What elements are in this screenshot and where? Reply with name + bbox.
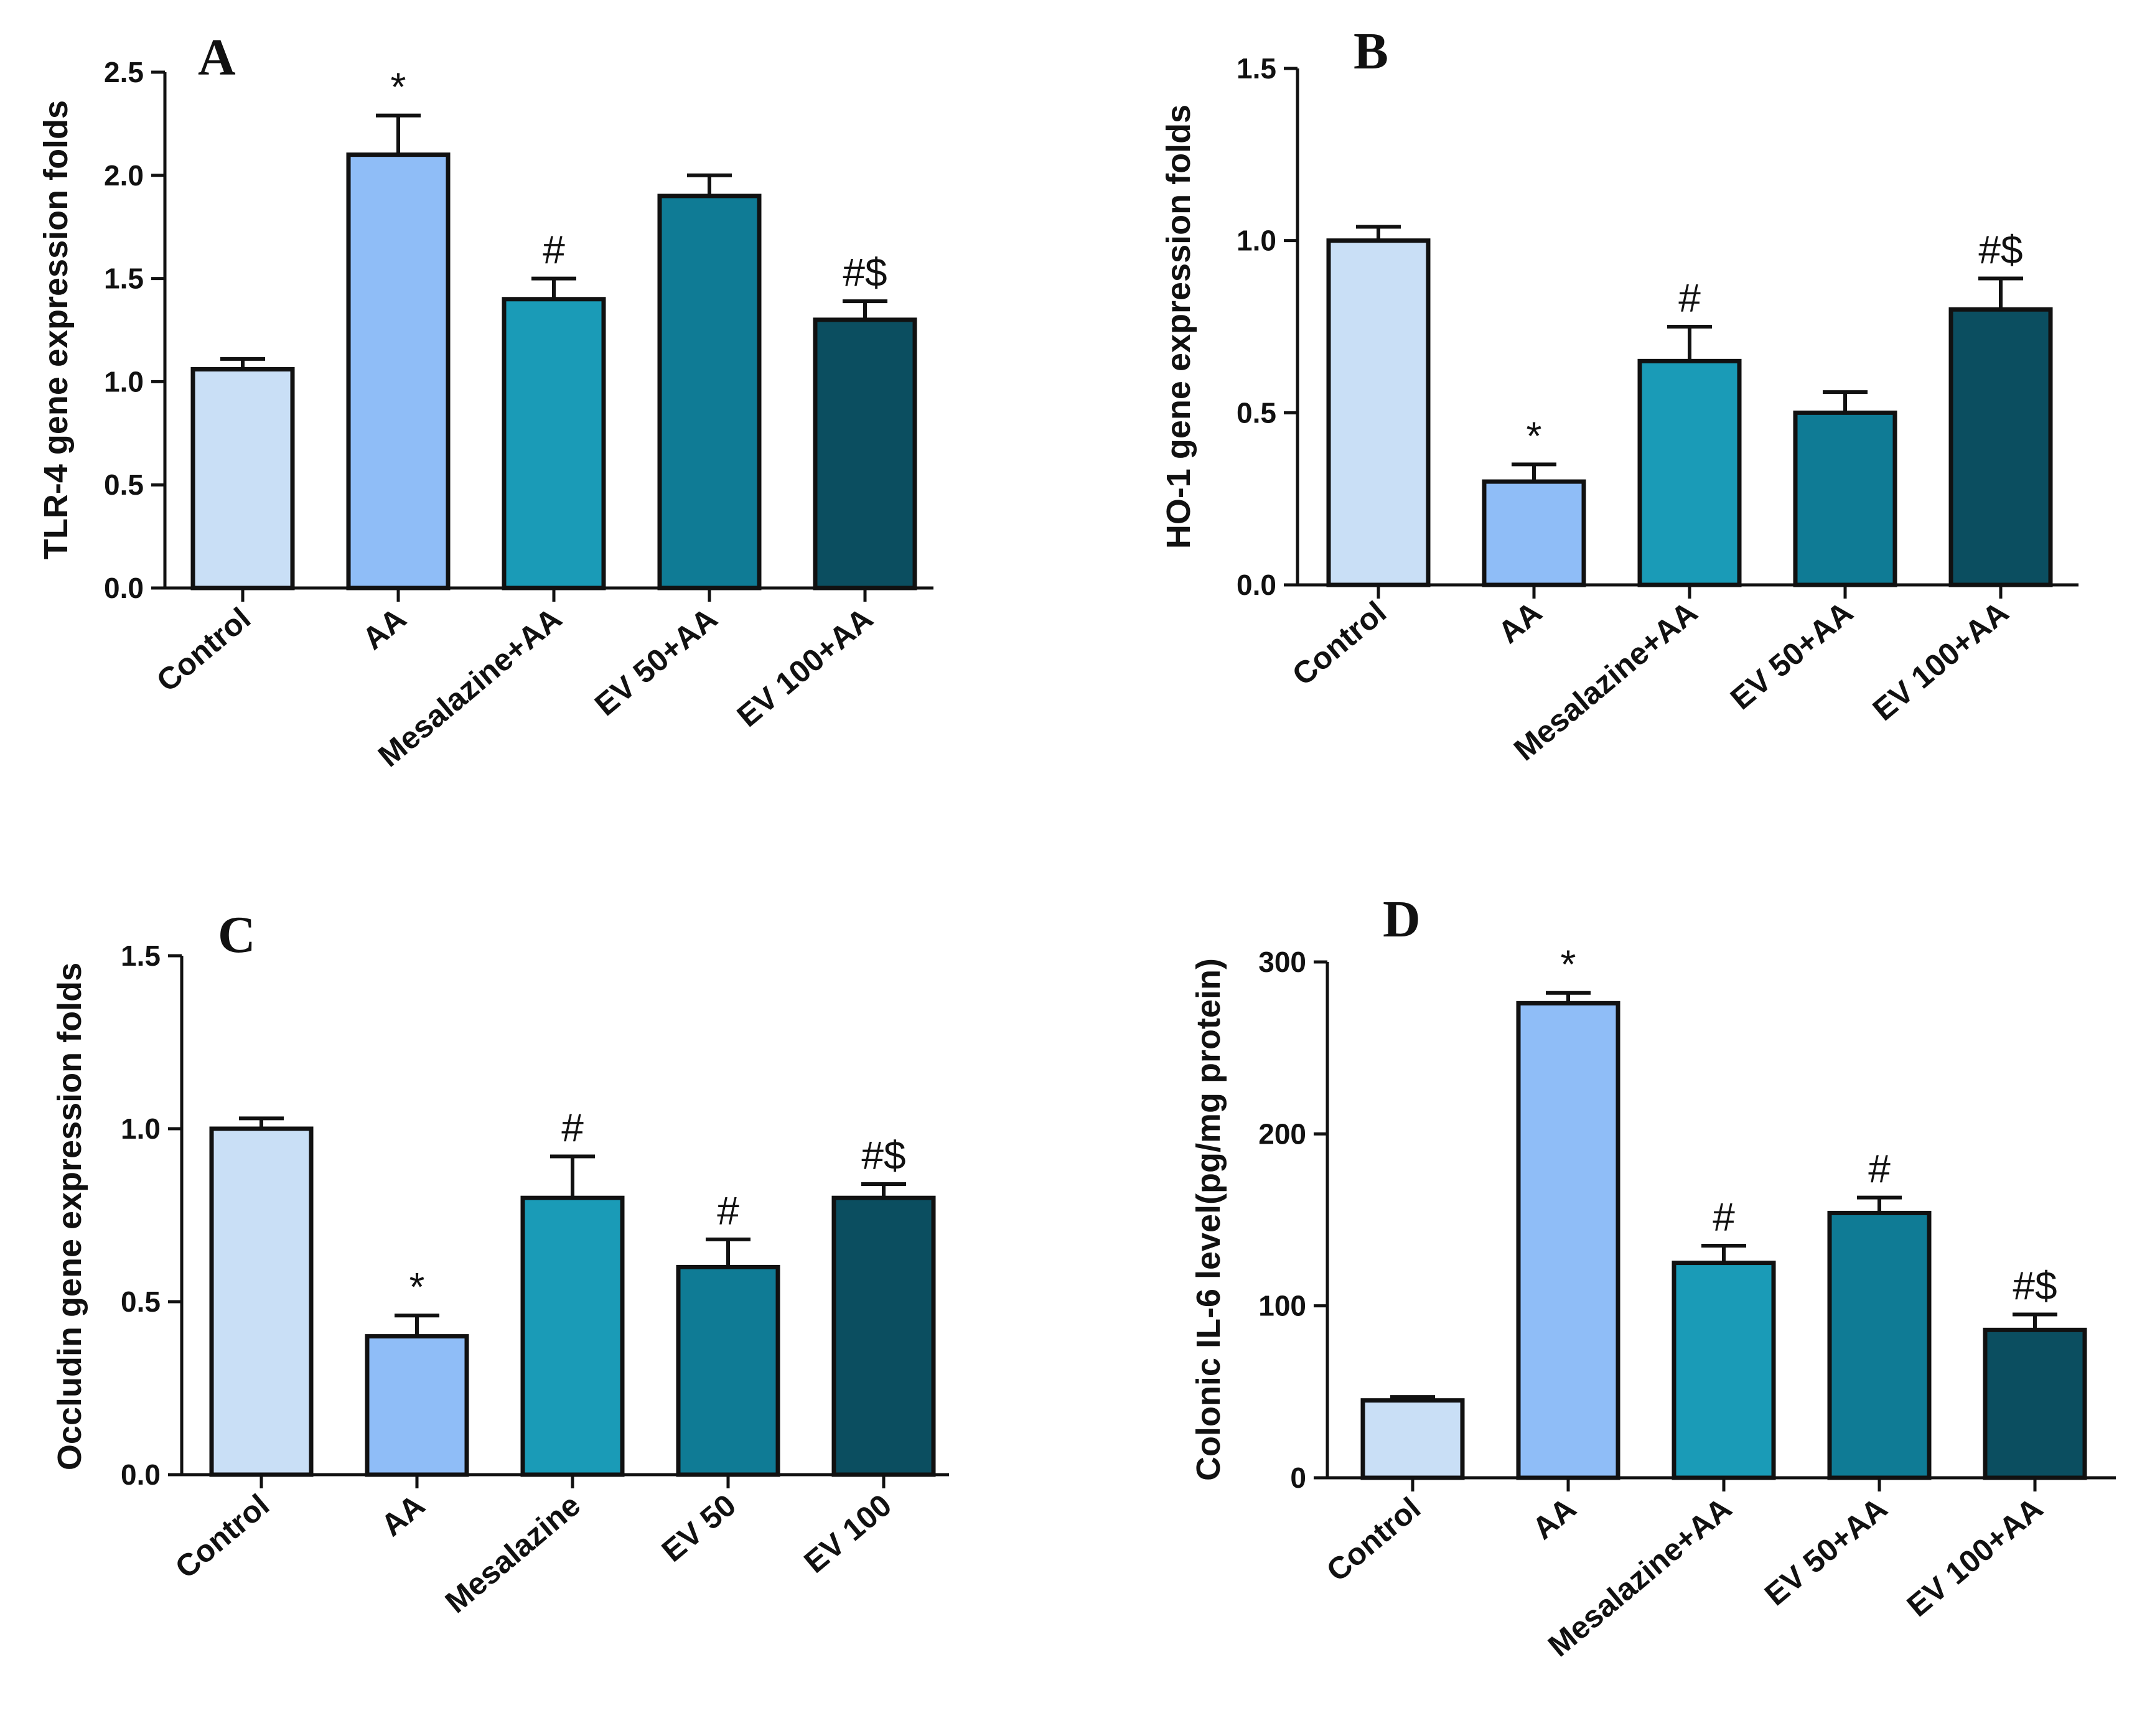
y-axis-title: Colonic IL-6 level(pg/mg protein) xyxy=(1190,958,1227,1481)
x-tick-label: Control xyxy=(169,1488,276,1585)
significance-label: # xyxy=(543,228,565,273)
bar xyxy=(365,1334,469,1477)
significance-label: #$ xyxy=(843,250,887,295)
y-tick-label: 0.0 xyxy=(1237,569,1276,601)
x-tick-label: AA xyxy=(1492,595,1548,650)
x-tick-label: Control xyxy=(1286,595,1393,693)
bar xyxy=(502,297,606,590)
x-tick-label: Control xyxy=(1320,1491,1427,1589)
x-tick-label: EV 50+AA xyxy=(588,601,724,723)
bar xyxy=(209,1126,314,1477)
bar xyxy=(1948,307,2053,587)
bar xyxy=(1672,1261,1776,1480)
y-tick-label: 1.5 xyxy=(104,263,144,295)
significance-label: * xyxy=(391,65,406,110)
x-tick-label: AA xyxy=(1526,1491,1583,1546)
y-tick-label: 0 xyxy=(1290,1462,1306,1494)
x-tick-label: EV 50+AA xyxy=(1758,1491,1894,1613)
x-tick-label: EV 50+AA xyxy=(1724,595,1859,717)
y-tick-label: 100 xyxy=(1258,1290,1306,1322)
significance-label: #$ xyxy=(2013,1263,2057,1308)
chart-panel-d: D 0 100 200 300 Colonic IL-6 level(pg/mg prot… xyxy=(1190,890,2116,1663)
x-tick-label: Control xyxy=(150,601,257,699)
bar xyxy=(831,1195,936,1477)
significance-label: # xyxy=(717,1188,739,1233)
bar xyxy=(676,1264,780,1477)
chart-panel-a: A 0.0 0.5 1.0 1.5 2.0 2.5 TLR-4 gene expression… xyxy=(37,29,933,773)
y-tick-label: 0.0 xyxy=(104,572,144,604)
chart-panel-c: C 0.0 0.5 1.0 1.5 Occludin gene expression fo… xyxy=(51,906,949,1620)
y-tick-label: 1.0 xyxy=(104,365,144,398)
bar xyxy=(1360,1398,1465,1480)
y-tick-label: 2.5 xyxy=(104,56,144,88)
bar xyxy=(1326,238,1431,587)
bar xyxy=(1793,410,1897,587)
panel-letter: A xyxy=(198,29,236,86)
significance-label: # xyxy=(1868,1147,1891,1192)
y-axis-title: Occludin gene expression folds xyxy=(51,963,88,1470)
significance-label: # xyxy=(1713,1195,1735,1239)
y-tick-label: 1.0 xyxy=(1237,225,1276,257)
significance-label: # xyxy=(561,1105,584,1150)
y-tick-label: 0.5 xyxy=(104,469,144,501)
chart-panel-b: B 0.0 0.5 1.0 1.5 HO-1 gene expression folds C… xyxy=(1160,22,2079,767)
x-tick-label: EV 100+AA xyxy=(731,601,879,734)
significance-label: # xyxy=(1678,276,1701,320)
y-tick-label: 0.5 xyxy=(1237,396,1276,429)
bar xyxy=(657,194,762,590)
y-tick-label: 2.0 xyxy=(104,159,144,192)
bar xyxy=(346,152,451,590)
y-tick-label: 0.5 xyxy=(121,1286,161,1318)
panel-letter: C xyxy=(218,906,256,964)
bar xyxy=(1516,1001,1620,1480)
y-tick-label: 200 xyxy=(1258,1118,1306,1150)
x-tick-label: AA xyxy=(356,601,413,656)
significance-label: * xyxy=(409,1264,425,1309)
y-tick-label: 1.5 xyxy=(1237,52,1276,85)
y-tick-label: 1.5 xyxy=(121,940,161,972)
significance-label: #$ xyxy=(1978,228,2022,273)
significance-label: * xyxy=(1527,413,1542,458)
y-tick-label: 0.0 xyxy=(121,1458,161,1491)
x-tick-label: EV 100+AA xyxy=(1901,1491,2049,1624)
y-tick-label: 1.0 xyxy=(121,1113,161,1145)
x-tick-label: EV 50 xyxy=(655,1488,742,1569)
bar xyxy=(1637,358,1742,587)
bar xyxy=(813,317,917,590)
panel-letter: D xyxy=(1383,890,1421,948)
significance-label: * xyxy=(1561,942,1576,987)
y-tick-label: 300 xyxy=(1258,946,1306,978)
x-tick-label: AA xyxy=(375,1488,431,1543)
x-tick-label: Mesalazine xyxy=(439,1488,587,1620)
panel-letter: B xyxy=(1354,22,1388,80)
y-axis-title: HO-1 gene expression folds xyxy=(1160,105,1197,549)
bar xyxy=(190,367,295,590)
bar xyxy=(520,1195,625,1477)
bar xyxy=(1482,479,1586,587)
bar xyxy=(1983,1327,2087,1480)
bar xyxy=(1827,1210,1932,1480)
significance-label: #$ xyxy=(861,1133,905,1178)
x-tick-label: EV 100 xyxy=(797,1488,898,1580)
x-tick-label: EV 100+AA xyxy=(1866,595,2015,728)
y-axis-title: TLR-4 gene expression folds xyxy=(37,100,75,559)
